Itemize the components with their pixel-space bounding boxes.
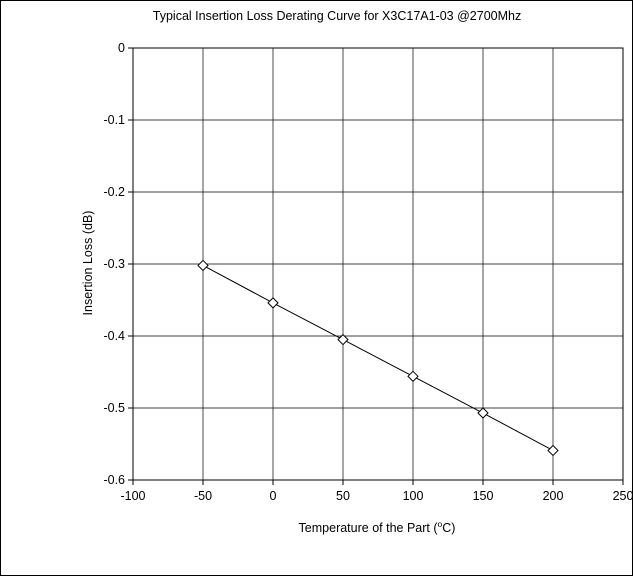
x-tick-label: 250 <box>613 489 633 503</box>
data-point-marker <box>547 444 559 457</box>
x-axis-title-text: Temperature of the Part ( <box>299 521 439 535</box>
x-axis-title: Temperature of the Part (oC) <box>299 519 456 535</box>
y-tick-label: 0 <box>118 41 125 55</box>
data-point-marker <box>267 297 279 309</box>
x-tick-label: -100 <box>120 489 145 503</box>
x-tick-label: 200 <box>543 489 564 503</box>
data-point-marker <box>337 333 349 346</box>
series-line <box>202 264 554 451</box>
y-tick-label: -0.3 <box>103 257 125 271</box>
data-point-marker <box>477 407 489 419</box>
x-tick-label: -50 <box>194 489 212 503</box>
chart-title: Typical Insertion Loss Derating Curve fo… <box>153 9 521 23</box>
y-tick-label: -0.4 <box>103 329 125 343</box>
series <box>197 259 559 457</box>
y-tick-label: -0.1 <box>103 113 125 127</box>
x-axis: -100 -50 0 50 100 150 200 250 <box>120 480 633 503</box>
x-axis-title-superscript: o <box>438 519 443 529</box>
data-point-marker <box>197 259 209 272</box>
x-tick-label: 150 <box>473 489 494 503</box>
data-point-marker <box>407 370 419 383</box>
y-tick-label: -0.6 <box>103 473 125 487</box>
y-tick-label: -0.2 <box>103 185 125 199</box>
grid <box>132 47 624 481</box>
x-tick-label: 0 <box>270 489 277 503</box>
x-tick-label: 100 <box>403 489 424 503</box>
y-tick-label: -0.5 <box>103 401 125 415</box>
y-axis-title: Insertion Loss (dB) <box>81 211 95 316</box>
x-axis-title-unit: C) <box>442 521 455 535</box>
y-axis: 0 -0.1 -0.2 -0.3 -0.4 -0.5 -0.6 <box>103 41 133 487</box>
x-tick-label: 50 <box>336 489 350 503</box>
